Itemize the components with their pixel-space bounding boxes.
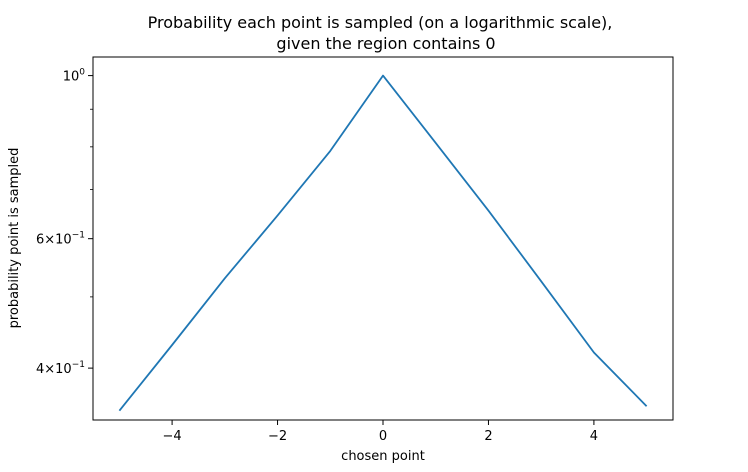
x-tick-label: −2	[268, 429, 287, 444]
x-tick-label: 2	[484, 429, 492, 444]
y-tick-label: 4×10−1	[36, 360, 85, 377]
y-axis-label: probability point is sampled	[7, 148, 22, 329]
y-tick-label-exponent: 0	[79, 68, 85, 78]
y-tick-label-base: 6×10	[36, 233, 72, 248]
y-tick-label: 100	[63, 68, 86, 85]
chart-title-line-1: Probability each point is sampled (on a …	[148, 13, 613, 32]
y-tick-label-base: 10	[63, 70, 80, 85]
x-tick-label: 0	[379, 429, 387, 444]
x-tick-label: −4	[163, 429, 182, 444]
y-tick-label-exponent: −1	[72, 360, 85, 370]
y-tick-label-base: 4×10	[36, 362, 72, 377]
x-axis-label: chosen point	[341, 449, 425, 464]
x-axis-ticks: −4 −2 0 2 4	[163, 420, 598, 444]
y-tick-label-exponent: −1	[72, 231, 85, 241]
plot-frame	[92, 56, 674, 421]
plot-area	[93, 57, 673, 420]
chart-title-line-2: given the region contains 0	[276, 34, 495, 53]
x-tick-label: 4	[590, 429, 598, 444]
series-line	[118, 74, 648, 412]
y-tick-label: 6×10−1	[36, 231, 85, 248]
